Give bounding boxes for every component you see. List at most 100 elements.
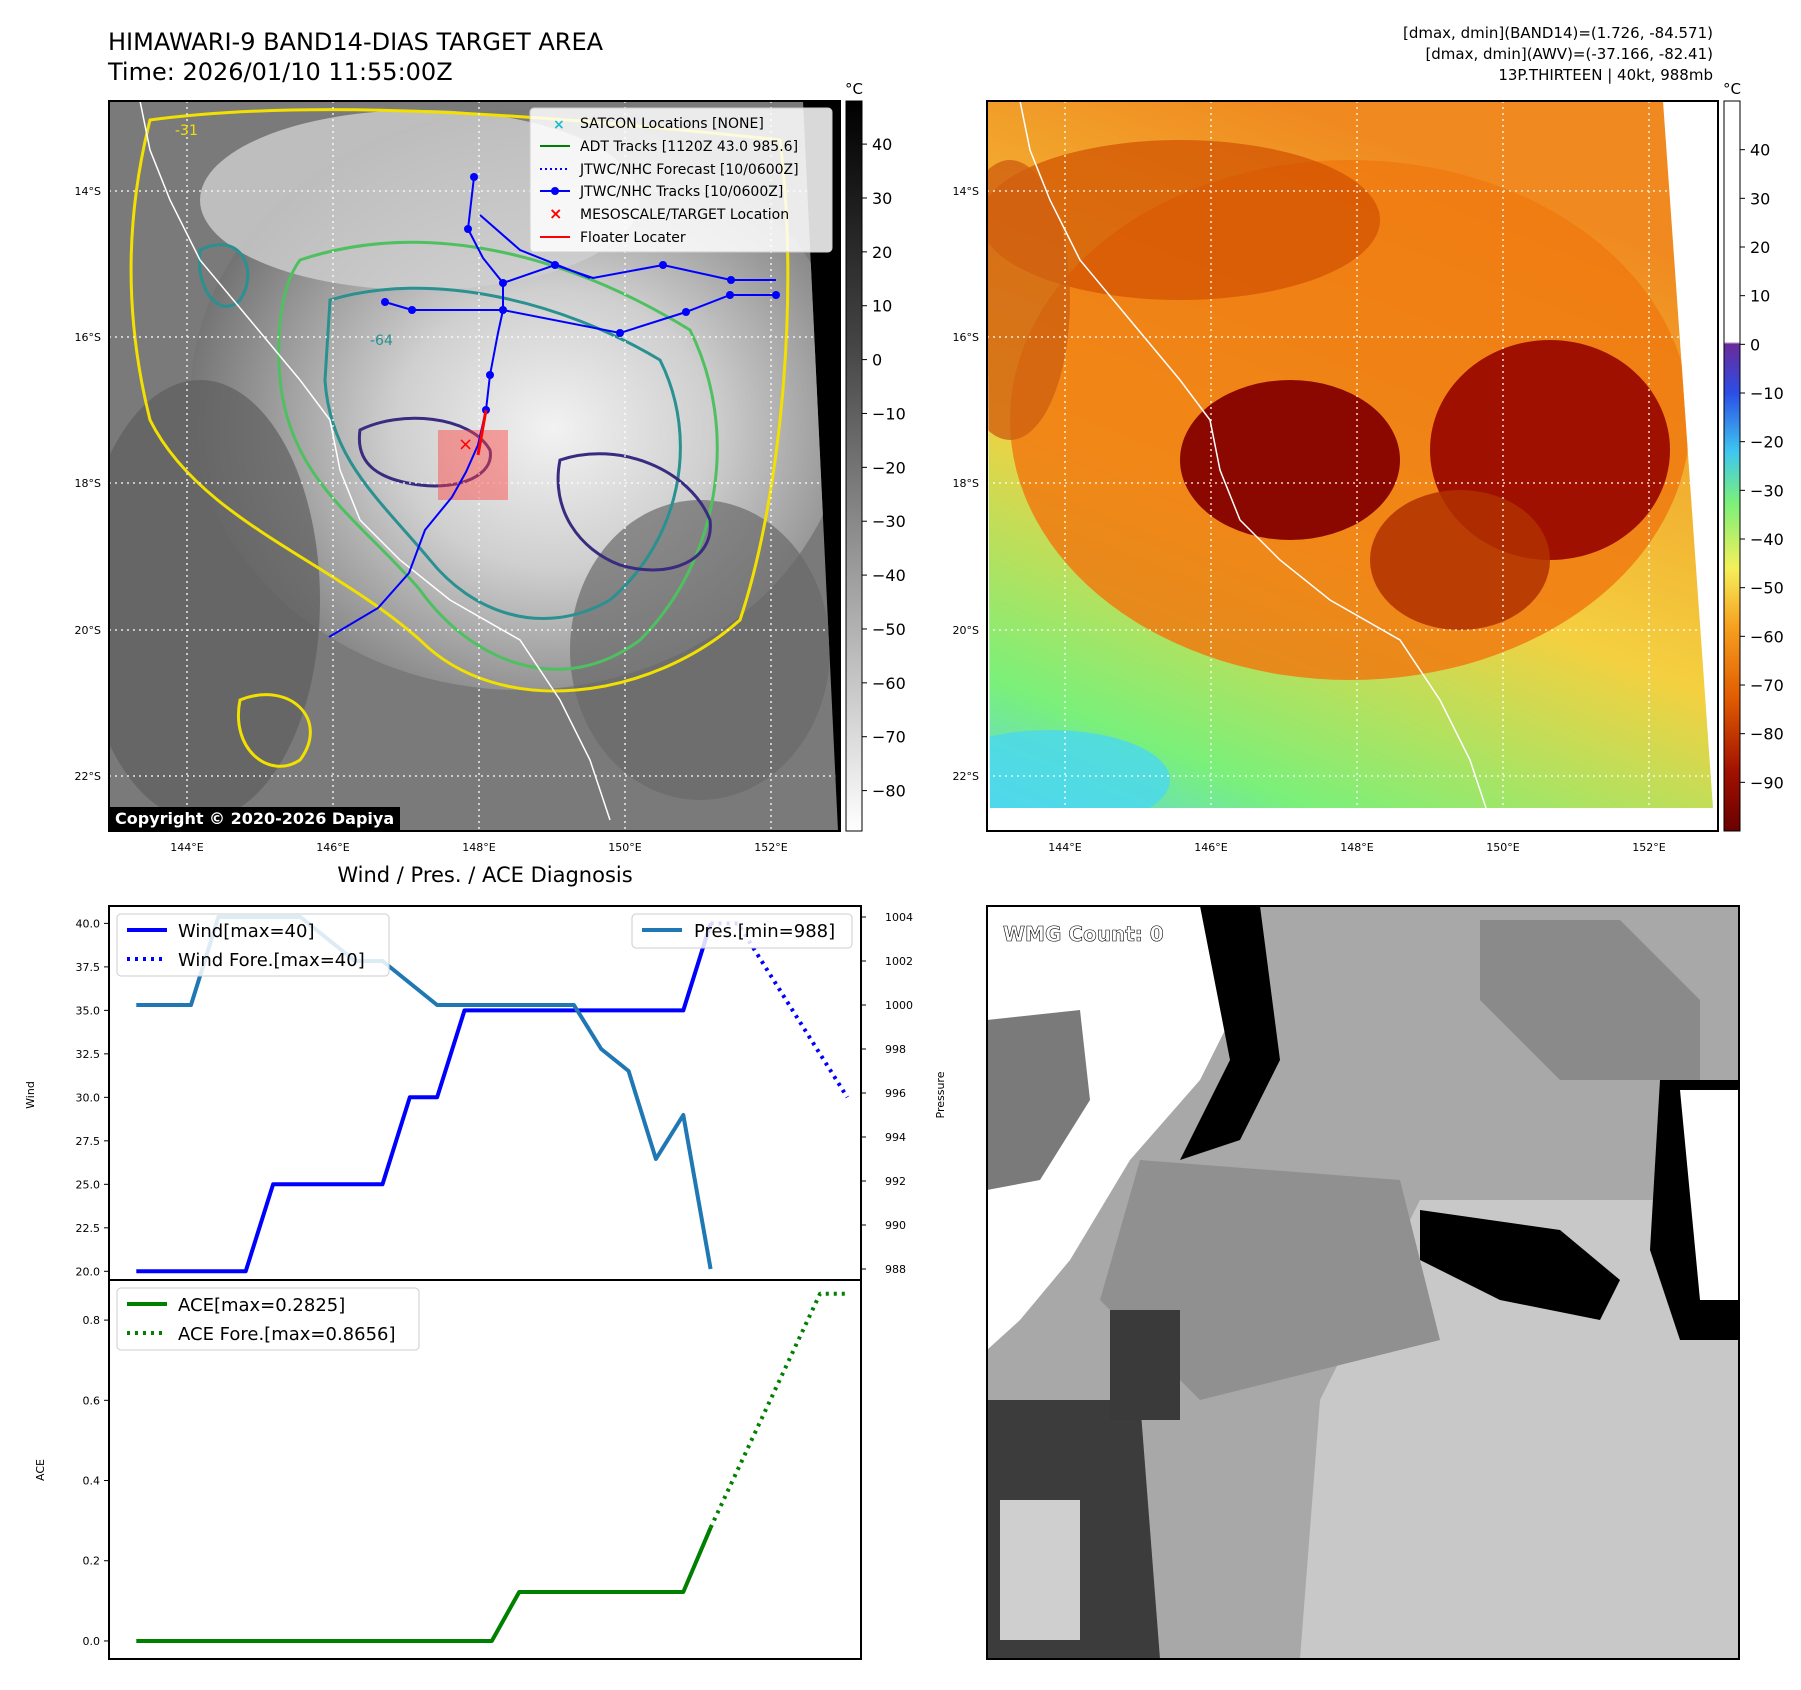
lon-label: 152°E	[754, 841, 787, 854]
lat-label: 14°S	[75, 185, 101, 198]
satellite-lat-labels: 14°S 16°S 18°S 20°S 22°S	[75, 185, 101, 783]
legend-item-adt: ADT Tracks [1120Z 43.0 985.6]	[540, 139, 798, 155]
wind-y2tick-label: 992	[885, 1175, 906, 1188]
lon-label: 148°E	[1340, 841, 1373, 854]
info-line-storm: 13P.THIRTEEN | 40kt, 988mb	[1498, 66, 1713, 84]
wind-y2tick-label: 998	[885, 1043, 906, 1056]
legend-item-wind-forecast: Wind Fore.[max=40]	[127, 950, 365, 971]
lat-label: 20°S	[75, 624, 101, 637]
legend-item-jtwc-tracks: JTWC/NHC Tracks [10/0600Z]	[540, 184, 783, 200]
target-marker: ×	[458, 434, 473, 455]
legend-x-marker-icon: ×	[553, 117, 565, 133]
pressure-legend: Pres.[min=988]	[631, 913, 853, 949]
lat-label: 22°S	[953, 770, 979, 783]
wind-y2tick-label: 996	[885, 1087, 906, 1100]
lon-label: 150°E	[608, 841, 641, 854]
wind-y2tick-label: 990	[885, 1219, 906, 1232]
wind-ytick-label: 37.5	[76, 961, 101, 974]
wind-ytick-label: 30.0	[76, 1091, 101, 1104]
svg-text:ACE Fore.[max=0.8656]: ACE Fore.[max=0.8656]	[178, 1324, 396, 1345]
lon-label: 146°E	[316, 841, 349, 854]
colorbar-tick-label: −20	[1750, 433, 1784, 452]
wind-ytick-label: 22.5	[76, 1222, 101, 1235]
svg-text:ADT Tracks [1120Z 43.0 985.6]: ADT Tracks [1120Z 43.0 985.6]	[580, 139, 798, 155]
legend-item-ace-forecast: ACE Fore.[max=0.8656]	[127, 1324, 396, 1345]
svg-text:Wind[max=40]: Wind[max=40]	[178, 921, 315, 942]
svg-text:JTWC/NHC Tracks [10/0600Z]: JTWC/NHC Tracks [10/0600Z]	[579, 184, 783, 200]
colorbar-tick-label: −10	[872, 404, 906, 423]
wind-y2tick-label: 1000	[885, 999, 913, 1012]
colorbar-tick-label: −80	[872, 782, 906, 801]
wind-series-0	[136, 922, 713, 1274]
ace-legend: ACE[max=0.2825] ACE Fore.[max=0.8656]	[116, 1287, 420, 1351]
ace-series-0	[136, 1526, 713, 1643]
wind-y2tick-label: 1002	[885, 955, 913, 968]
contour-label-64: -64	[370, 333, 393, 349]
ace-chart: 0.0 0.2 0.4 0.6 0.8 ACE ACE[max=0.2825] ACE …	[34, 1279, 862, 1660]
figure-title-line2: Time: 2026/01/10 11:55:00Z	[107, 58, 453, 86]
colorbar-tick-label: −30	[1750, 481, 1784, 500]
colorbar-tick-label: −50	[872, 620, 906, 639]
pressure-axis-label: Pressure	[934, 1071, 947, 1118]
colorbar-tick-label: −70	[1750, 676, 1784, 695]
contour-label-31: -31	[175, 123, 198, 139]
svg-text:JTWC/NHC Forecast [10/0600Z]: JTWC/NHC Forecast [10/0600Z]	[579, 162, 799, 178]
lat-label: 22°S	[75, 770, 101, 783]
ace-series-1	[708, 1291, 848, 1529]
awv-imagery	[987, 101, 1713, 808]
lat-label: 14°S	[953, 185, 979, 198]
floater-box	[438, 430, 508, 500]
awv-lat-labels: 14°S 16°S 18°S 20°S 22°S	[953, 185, 979, 783]
wind-ytick-label: 35.0	[76, 1004, 101, 1017]
ace-ytick-label: 0.4	[83, 1475, 101, 1488]
ace-ytick-label: 0.2	[83, 1555, 101, 1568]
colorbar-tick-label: 30	[872, 189, 892, 208]
legend-item-jtwc-forecast: JTWC/NHC Forecast [10/0600Z]	[540, 162, 799, 178]
jtwc-track-points	[381, 173, 780, 414]
svg-text:Pres.[min=988]: Pres.[min=988]	[694, 921, 835, 942]
ace-ytick-label: 0.6	[83, 1394, 101, 1407]
figure-title-line1: HIMAWARI-9 BAND14-DIAS TARGET AREA	[108, 28, 604, 56]
svg-text:Floater Locater: Floater Locater	[580, 230, 686, 246]
colorbar-tick-label: −60	[1750, 627, 1784, 646]
legend-item-wind: Wind[max=40]	[127, 921, 315, 942]
colorbar-tick-label: −70	[872, 728, 906, 747]
ace-ytick-label: 0.8	[83, 1314, 101, 1327]
lat-label: 18°S	[953, 477, 979, 490]
colorbar-unit: °C	[845, 80, 863, 98]
legend-item-satcon: × SATCON Locations [NONE]	[553, 116, 764, 133]
copyright-watermark: Copyright © 2020-2026 Dapiya	[109, 807, 401, 830]
awv-lon-labels: 144°E 146°E 148°E 150°E 152°E	[1048, 841, 1665, 854]
awv-map-panel	[986, 100, 1719, 832]
wind-y2tick-label: 988	[885, 1263, 906, 1276]
colorbar-tick-label: 40	[872, 135, 892, 154]
colorbar-tick-label: −40	[872, 566, 906, 585]
legend-item-ace: ACE[max=0.2825]	[127, 1295, 345, 1316]
colorbar-unit: °C	[1723, 80, 1741, 98]
wmg-panel: WMG Count: 0	[986, 905, 1740, 1660]
satellite-lon-labels: 144°E 146°E 148°E 150°E 152°E	[170, 841, 787, 854]
colorbar-tick-label: −20	[872, 458, 906, 477]
colorbar-tick-label: −10	[1750, 384, 1784, 403]
colorbar-tick-label: 40	[1750, 141, 1770, 160]
colorbar-tick-label: 30	[1750, 189, 1770, 208]
legend-x-marker-icon: ×	[549, 204, 562, 223]
wind-legend: Wind[max=40] Wind Fore.[max=40]	[116, 913, 390, 977]
svg-text:SATCON Locations [NONE]: SATCON Locations [NONE]	[580, 116, 764, 132]
satellite-map-legend: × SATCON Locations [NONE] ADT Tracks [11…	[529, 107, 833, 253]
lat-label: 18°S	[75, 477, 101, 490]
wmg-count-label: WMG Count: 0	[1003, 922, 1164, 946]
ace-axis-label: ACE	[34, 1459, 47, 1481]
colorbar-tick-label: −30	[872, 512, 906, 531]
wind-ytick-label: 32.5	[76, 1048, 101, 1061]
diagnosis-title: Wind / Pres. / ACE Diagnosis	[337, 863, 632, 887]
wind-y2tick-label: 994	[885, 1131, 906, 1144]
colorbar-tick-label: −80	[1750, 725, 1784, 744]
lat-label: 20°S	[953, 624, 979, 637]
wind-axis-label: Wind	[24, 1081, 37, 1109]
lon-label: 144°E	[170, 841, 203, 854]
lat-label: 16°S	[75, 331, 101, 344]
lon-label: 146°E	[1194, 841, 1227, 854]
svg-text:MESOSCALE/TARGET Location: MESOSCALE/TARGET Location	[580, 207, 789, 223]
info-line-awv: [dmax, dmin](AWV)=(-37.166, -82.41)	[1425, 45, 1713, 63]
